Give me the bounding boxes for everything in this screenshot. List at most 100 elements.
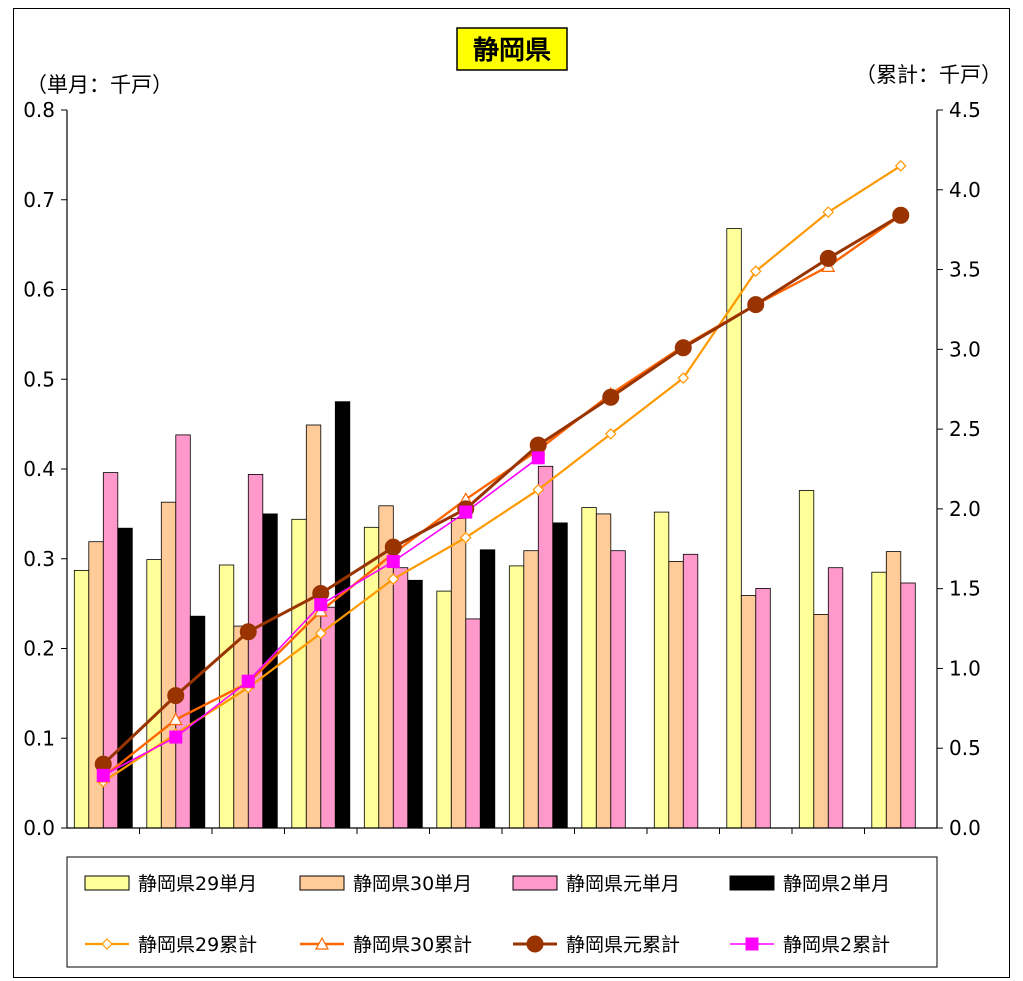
left-axis-label: （単月：千戸） (26, 73, 173, 97)
right-tick-label: 1.0 (949, 656, 981, 680)
chart-title: 静岡県 (473, 35, 551, 66)
chart-title-box (456, 27, 568, 71)
bar-静岡県29単月-7 (291, 518, 307, 829)
bar-静岡県2単月-10 (552, 522, 568, 829)
bar-静岡県元単月-3 (900, 582, 916, 829)
right-tick-label: 3.5 (949, 258, 981, 282)
right-tick-label: 2.5 (949, 417, 981, 441)
lines-layer (94, 159, 910, 788)
point-静岡県元累計-10 (529, 436, 547, 454)
bar-静岡県29単月-4 (73, 570, 90, 829)
legend-marker-静岡県29累計 (101, 938, 113, 950)
bar-静岡県30単月-1 (740, 595, 757, 829)
point-静岡県2累計-8 (386, 555, 400, 569)
left-tick-label: 0.3 (23, 547, 55, 571)
bar-静岡県29単月-3 (871, 571, 887, 829)
point-静岡県29累計-9 (459, 531, 472, 544)
point-静岡県2累計-10 (531, 451, 545, 465)
point-静岡県2累計-5 (169, 730, 183, 744)
legend-label: 静岡県2単月 (783, 873, 890, 895)
bar-静岡県2単月-4 (117, 527, 133, 829)
bar-静岡県30単月-3 (885, 551, 902, 829)
bar-静岡県30単月-5 (160, 501, 177, 829)
point-静岡県元累計-5 (167, 687, 185, 705)
point-静岡県2累計-4 (96, 768, 110, 782)
bar-静岡県元単月-6 (247, 473, 264, 829)
point-静岡県29累計-8 (387, 573, 400, 585)
legend-label: 静岡県2累計 (783, 934, 890, 956)
legend-swatch-静岡県29単月 (84, 875, 130, 891)
bar-静岡県2単月-7 (334, 401, 351, 829)
left-tick-label: 0.2 (23, 637, 55, 661)
legend-box (66, 856, 938, 968)
bar-静岡県元単月-2 (827, 567, 844, 829)
bar-静岡県元単月-11 (610, 550, 626, 829)
bar-静岡県29単月-12 (653, 511, 670, 829)
point-静岡県29累計-2 (822, 206, 835, 218)
point-静岡県29累計-3 (894, 159, 907, 172)
bar-静岡県元単月-5 (175, 434, 191, 829)
right-tick-label: 4.5 (949, 98, 981, 122)
bar-静岡県元単月-12 (682, 553, 699, 829)
point-静岡県元累計-1 (747, 296, 765, 314)
legend-label: 静岡県元累計 (566, 934, 680, 956)
bar-静岡県2単月-9 (479, 549, 496, 829)
point-静岡県元累計-11 (602, 388, 620, 406)
bar-静岡県29単月-9 (436, 590, 452, 829)
right-tick-label: 1.5 (949, 577, 981, 601)
title-layer: 静岡県 （単月：千戸） （累計：千戸） (26, 27, 1002, 97)
bar-静岡県元単月-7 (320, 606, 336, 829)
bar-静岡県29単月-8 (363, 526, 380, 829)
bar-静岡県元単月-9 (465, 618, 481, 829)
bar-静岡県30単月-12 (668, 561, 684, 829)
bar-静岡県30単月-10 (523, 550, 539, 829)
point-静岡県元累計-2 (819, 249, 837, 267)
legend-swatch-静岡県元単月 (512, 875, 558, 891)
right-axis-label: （累計：千戸） (855, 63, 1002, 87)
right-tick-label: 0.5 (949, 736, 981, 760)
bar-静岡県30単月-9 (450, 518, 467, 829)
point-静岡県元累計-3 (892, 206, 910, 224)
point-静岡県30累計-5 (168, 712, 183, 726)
line-静岡県元累計 (102, 214, 902, 766)
right-tick-label: 4.0 (949, 178, 981, 202)
left-tick-label: 0.0 (23, 816, 55, 840)
legend-label: 静岡県30単月 (353, 873, 472, 895)
legend-marker-静岡県30累計 (314, 936, 330, 950)
left-tick-label: 0.4 (23, 457, 55, 481)
point-静岡県2累計-7 (314, 598, 328, 612)
legend-marker-静岡県元累計 (526, 935, 544, 953)
point-静岡県29累計-10 (532, 483, 545, 496)
point-静岡県29累計-12 (677, 372, 690, 384)
point-静岡県2累計-9 (459, 505, 473, 519)
bar-静岡県30単月-11 (595, 513, 612, 829)
left-tick-label: 0.8 (23, 98, 55, 122)
point-静岡県元累計-6 (239, 623, 257, 641)
legend-label: 静岡県30累計 (353, 934, 472, 956)
point-静岡県元累計-8 (384, 538, 402, 556)
bar-静岡県30単月-2 (813, 614, 829, 829)
right-tick-label: 0.0 (949, 816, 981, 840)
bar-静岡県29単月-10 (508, 565, 525, 829)
point-静岡県29累計-7 (314, 627, 327, 640)
left-tick-label: 0.5 (23, 367, 55, 391)
right-tick-label: 3.0 (949, 337, 981, 361)
point-静岡県2累計-6 (241, 674, 255, 688)
point-静岡県29累計-11 (604, 428, 617, 440)
bar-静岡県30単月-7 (305, 424, 322, 829)
left-tick-label: 0.1 (23, 726, 55, 750)
legend-swatch-静岡県30単月 (299, 875, 345, 891)
legend-label: 静岡県元単月 (566, 873, 680, 895)
bar-静岡県元単月-10 (537, 465, 554, 829)
bar-静岡県29単月-5 (146, 559, 162, 829)
legend-marker-静岡県2累計 (745, 937, 759, 951)
bar-静岡県2単月-8 (407, 579, 423, 829)
line-静岡県29累計 (102, 164, 902, 783)
bar-静岡県30単月-6 (233, 625, 249, 829)
legend-label: 静岡県29単月 (138, 873, 257, 895)
left-tick-label: 0.7 (23, 188, 55, 212)
right-tick-label: 2.0 (949, 497, 981, 521)
point-静岡県元累計-12 (674, 339, 692, 357)
